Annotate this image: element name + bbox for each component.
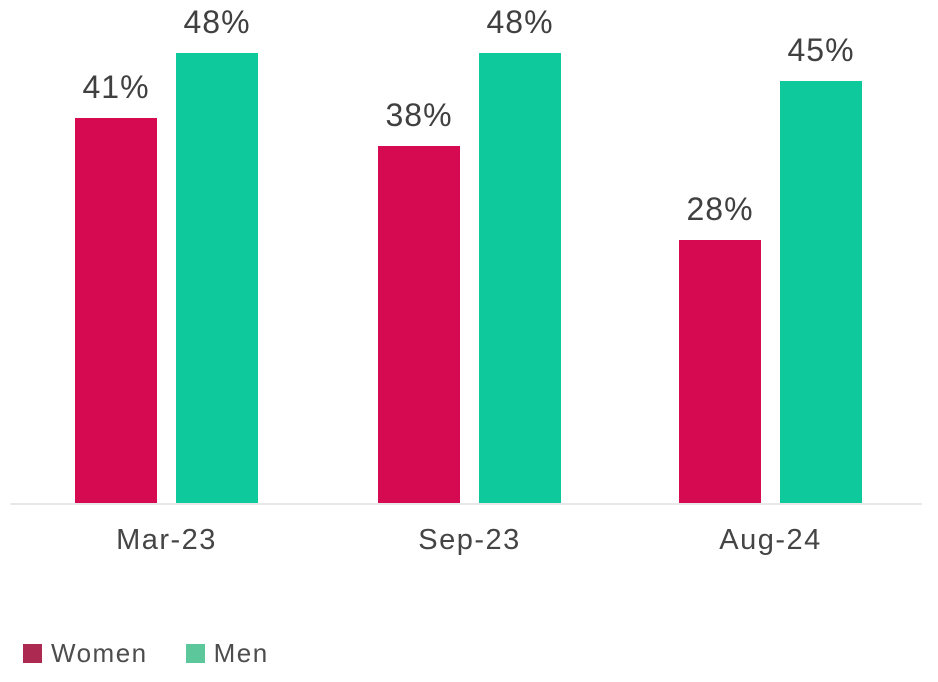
x-axis-line: [10, 503, 922, 505]
bar-men-mar-23: [176, 53, 258, 503]
legend-item-women: Women: [23, 638, 148, 669]
bar-women-mar-23: [75, 118, 157, 503]
bar-value-label: 48%: [486, 4, 554, 40]
x-axis-label: Sep-23: [418, 524, 521, 556]
legend-label-men: Men: [213, 638, 269, 668]
bar-value-label: 38%: [385, 97, 453, 133]
bar-men-aug-24: [780, 81, 862, 503]
legend-item-men: Men: [185, 638, 269, 669]
bar-value-label: 41%: [82, 69, 150, 105]
legend-swatch-women: [23, 644, 42, 663]
bar-value-label: 45%: [787, 32, 855, 68]
bar-value-label: 28%: [686, 191, 754, 227]
bar-men-sep-23: [479, 53, 561, 503]
x-axis-label: Mar-23: [116, 524, 217, 556]
bar-women-sep-23: [378, 146, 460, 503]
legend: Women Men: [23, 638, 269, 669]
legend-swatch-men: [185, 644, 205, 663]
bar-women-aug-24: [679, 240, 761, 503]
bar-value-label: 48%: [183, 4, 251, 40]
legend-label-women: Women: [51, 638, 148, 668]
x-axis-label: Aug-24: [719, 524, 822, 556]
